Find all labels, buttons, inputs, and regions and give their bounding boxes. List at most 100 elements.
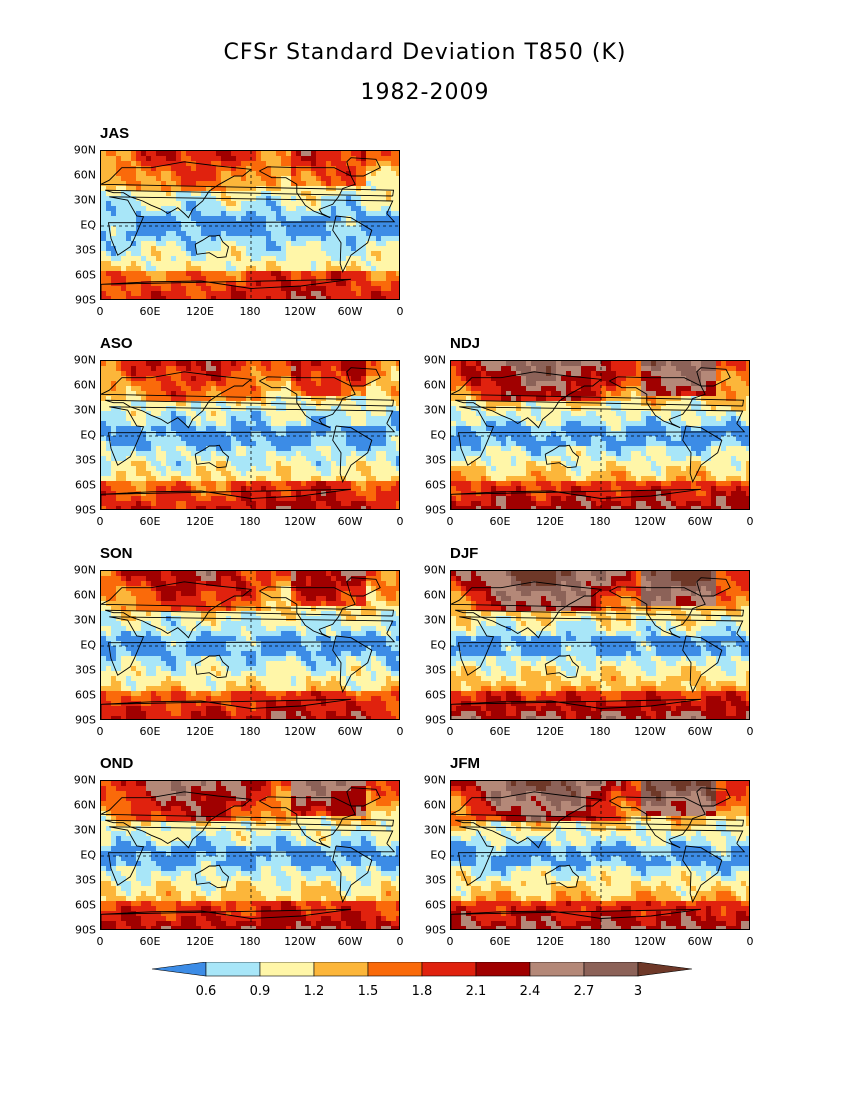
coastline <box>346 367 381 387</box>
x-tick-label: 60E <box>139 515 161 528</box>
x-tick-label: 60W <box>687 935 713 948</box>
coastline <box>609 586 706 639</box>
colorbar-segment <box>583 962 639 977</box>
y-tick-label: 60S <box>425 478 446 492</box>
x-tick-label: 0 <box>396 725 404 738</box>
coastline <box>544 864 580 889</box>
panel-label: OND <box>100 755 134 772</box>
x-tick-label: 0 <box>396 305 404 318</box>
x-tick-label: 180 <box>239 725 261 738</box>
map-frame <box>450 780 750 930</box>
coastline <box>544 654 580 679</box>
y-tick-label: 90S <box>75 293 96 307</box>
panel-aso: ASO 90N 60N 30N EQ 30S 60S 90S 0 60E 120E 180 120W 60… <box>74 335 404 528</box>
x-tick-label: 180 <box>589 935 611 948</box>
y-tick-label: 30N <box>423 823 446 837</box>
coastline <box>682 845 723 904</box>
coastline <box>457 616 746 676</box>
map-frame <box>100 150 400 300</box>
coastline <box>259 796 356 849</box>
colorbar-segment <box>421 962 477 977</box>
colorbar-level-label: 0.6 <box>195 984 217 999</box>
y-tick-label: EQ <box>430 848 446 862</box>
colorbar-level-label: 0.9 <box>249 984 271 999</box>
x-tick-label: 120E <box>536 725 564 738</box>
x-tick-label: 60E <box>139 935 161 948</box>
x-tick-label: 120E <box>186 725 214 738</box>
x-tick-label: 0 <box>396 935 404 948</box>
title-line-2: 1982-2009 <box>360 80 490 105</box>
y-tick-label: 60N <box>73 378 96 392</box>
map-field <box>101 151 399 299</box>
x-tick-label: 0 <box>446 935 454 948</box>
panel-jfm: JFM 90N 60N 30N EQ 30S 60S 90S 0 60E 120E 180 120W 60… <box>424 755 754 948</box>
y-tick-label: 90S <box>425 503 446 517</box>
coastline <box>194 234 230 259</box>
map-frame <box>450 570 750 720</box>
y-tick-label: 90N <box>73 143 96 157</box>
coastline <box>101 371 395 429</box>
y-tick-label: 60N <box>73 168 96 182</box>
colorbar-segment <box>259 962 315 977</box>
y-tick-label: 60N <box>73 798 96 812</box>
x-tick-label: 120W <box>284 725 316 738</box>
map-field <box>101 361 399 509</box>
x-tick-label: 0 <box>746 725 754 738</box>
coastline <box>346 157 381 177</box>
x-tick-label: 0 <box>96 515 104 528</box>
coastline <box>194 654 230 679</box>
colorbar <box>151 962 693 977</box>
coastline <box>451 371 745 429</box>
coastline <box>101 581 395 639</box>
y-tick-label: 90S <box>425 923 446 937</box>
panel-label: ASO <box>100 335 133 352</box>
y-tick-label: 30S <box>75 243 96 257</box>
x-tick-label: 180 <box>589 515 611 528</box>
colorbar-segment <box>367 962 423 977</box>
colorbar-level-label: 1.5 <box>357 984 379 999</box>
x-tick-label: 180 <box>239 935 261 948</box>
y-tick-label: 30N <box>423 613 446 627</box>
coastline <box>451 791 745 849</box>
y-tick-label: EQ <box>80 428 96 442</box>
colorbar-level-label: 1.2 <box>303 984 325 999</box>
map-field <box>101 571 399 719</box>
x-tick-label: 0 <box>96 305 104 318</box>
y-tick-label: 60N <box>423 378 446 392</box>
colorbar-level-label: 1.8 <box>411 984 433 999</box>
map-frame <box>100 570 400 720</box>
x-tick-label: 60E <box>489 725 511 738</box>
x-tick-label: 120W <box>284 305 316 318</box>
x-tick-label: 60E <box>139 305 161 318</box>
coastline <box>107 406 396 466</box>
coastline <box>451 581 745 639</box>
y-tick-label: EQ <box>80 848 96 862</box>
y-tick-label: 60N <box>423 588 446 602</box>
coastline <box>259 166 356 219</box>
x-tick-label: 0 <box>746 935 754 948</box>
colorbar-level-label: 2.1 <box>465 984 487 999</box>
coastline <box>544 444 580 469</box>
coastline <box>696 577 731 597</box>
y-tick-label: 30N <box>73 613 96 627</box>
y-tick-label: 60N <box>73 588 96 602</box>
colorbar-level-label: 3 <box>633 984 643 999</box>
y-tick-label: 30S <box>425 453 446 467</box>
y-tick-label: 90S <box>75 923 96 937</box>
y-tick-label: 90S <box>75 503 96 517</box>
x-tick-label: 120E <box>186 515 214 528</box>
x-tick-label: 120W <box>634 725 666 738</box>
coastline <box>696 367 731 387</box>
y-tick-label: 90N <box>73 773 96 787</box>
y-tick-label: 90S <box>425 713 446 727</box>
x-tick-label: 60E <box>489 935 511 948</box>
map-field <box>451 781 749 929</box>
coastline <box>332 425 373 484</box>
y-tick-label: 90N <box>73 563 96 577</box>
panel-label: JAS <box>100 125 130 142</box>
panel-label: NDJ <box>450 335 481 352</box>
y-tick-label: 30S <box>75 453 96 467</box>
x-tick-label: 120W <box>284 515 316 528</box>
panel-label: SON <box>100 545 133 562</box>
coastline <box>332 215 373 274</box>
